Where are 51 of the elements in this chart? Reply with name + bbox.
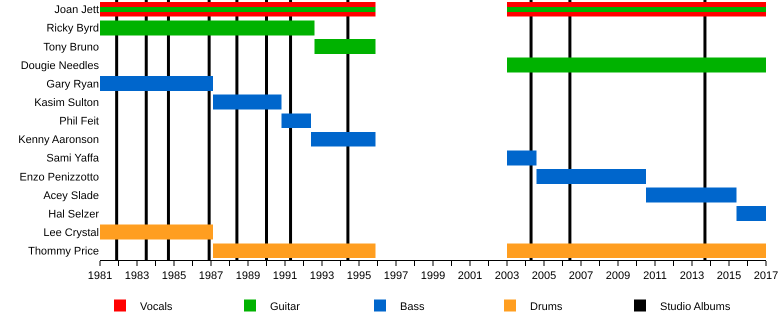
y-tick-label: Lee Crystal <box>43 226 99 239</box>
bar <box>507 243 766 258</box>
bar <box>310 132 376 147</box>
x-tick-label: 1985 <box>162 270 186 282</box>
y-tick-label: Tony Bruno <box>43 41 99 54</box>
x-tick-label: 1995 <box>346 270 372 282</box>
x-tick-label: 2009 <box>606 270 630 282</box>
x-tick-label: 2007 <box>568 270 594 282</box>
x-tick-label: 2017 <box>754 270 778 282</box>
x-tick-label: 1993 <box>310 270 334 282</box>
x-tick-label: 1991 <box>272 270 298 282</box>
legend-label: Bass <box>400 300 425 313</box>
bar <box>212 243 376 258</box>
legend-label: Drums <box>530 300 563 313</box>
x-tick-label: 1999 <box>420 270 446 282</box>
x-tick-label: 1987 <box>198 270 224 282</box>
y-tick-label: Thommy Price <box>28 246 99 258</box>
x-tick-label: 2001 <box>458 270 482 282</box>
y-tick-label: Ricky Byrd <box>46 22 99 35</box>
x-tick-label: 1989 <box>236 270 260 282</box>
bar <box>212 94 282 110</box>
bar <box>314 39 376 54</box>
legend-label: Vocals <box>140 300 173 313</box>
legend-label: Studio Albums <box>660 300 731 313</box>
bar <box>536 169 646 184</box>
bar <box>281 113 311 128</box>
y-tick-label: Acey Slade <box>43 190 99 202</box>
y-tick-label: Gary Ryan <box>46 78 99 90</box>
y-tick-label: Hal Selzer <box>48 208 100 220</box>
bar <box>100 76 213 91</box>
y-tick-label: Kenny Aaronson <box>18 134 99 146</box>
legend-label: Guitar <box>270 300 300 313</box>
bar <box>736 206 766 221</box>
x-tick-label: 2005 <box>532 270 556 282</box>
y-tick-label: Sami Yaffa <box>46 152 100 165</box>
bar <box>507 150 537 166</box>
y-tick-label: Kasim Sulton <box>34 96 99 109</box>
x-tick-label: 2003 <box>494 270 520 282</box>
y-tick-label: Dougie Needles <box>20 60 100 72</box>
y-tick-label: Enzo Penizzotto <box>20 171 99 184</box>
x-tick-label: 2011 <box>643 270 667 282</box>
y-tick-label: Joan Jett <box>54 4 99 16</box>
x-tick-label: 1983 <box>124 270 150 282</box>
bar <box>646 188 736 202</box>
bar <box>100 224 213 240</box>
bar <box>100 20 315 36</box>
x-tick-label: 2015 <box>716 270 742 282</box>
x-tick-label: 1997 <box>384 270 408 282</box>
x-tick-label: 1981 <box>88 270 112 282</box>
x-tick-label: 2013 <box>680 270 704 282</box>
y-tick-label: Phil Feit <box>59 116 99 128</box>
